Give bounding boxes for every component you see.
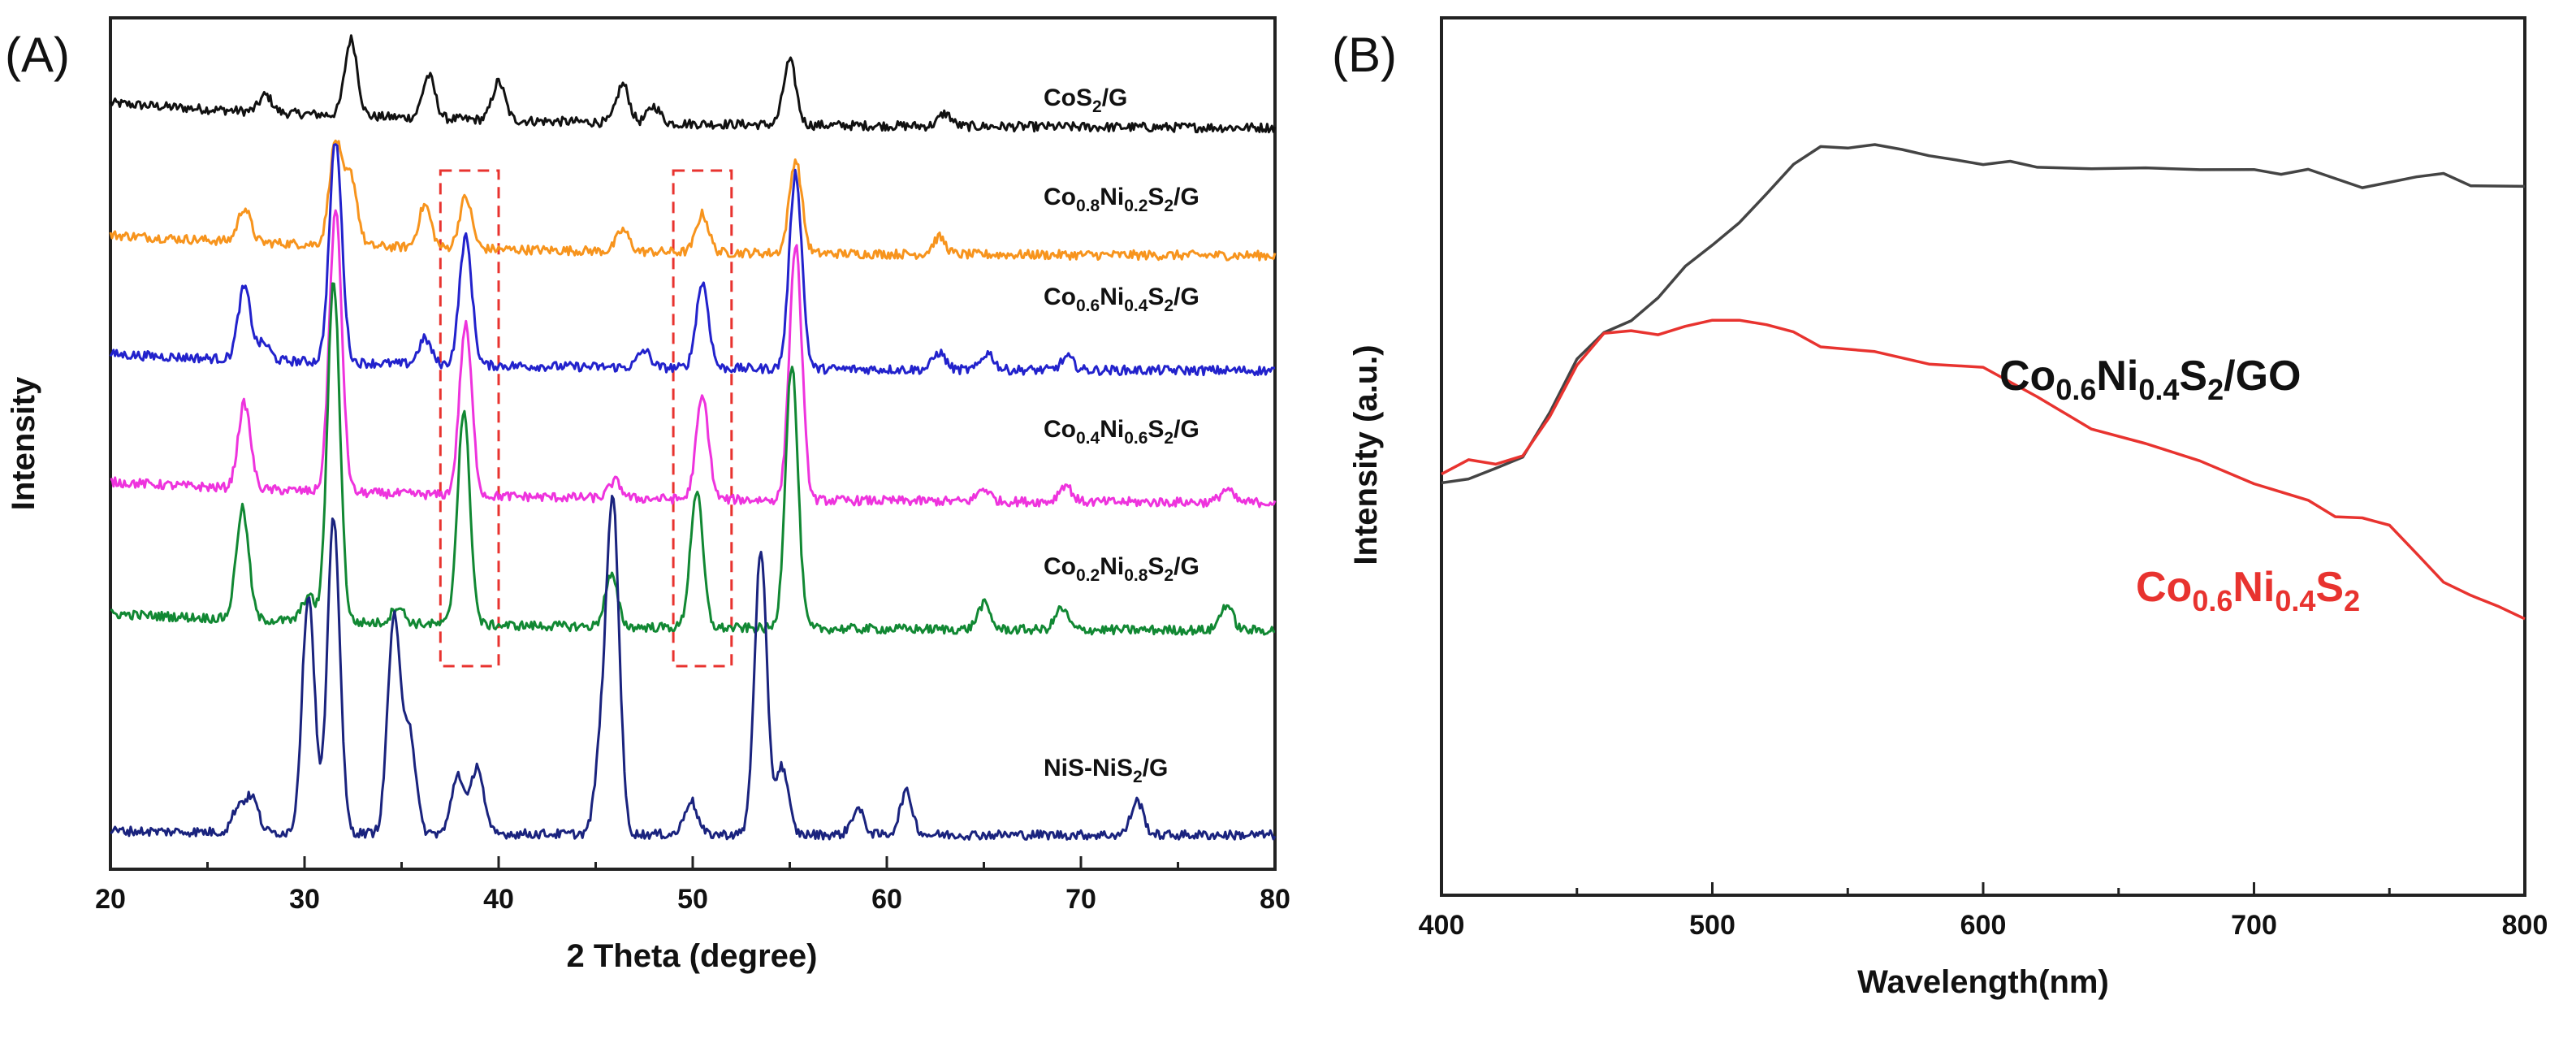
x-tick-label-b: 500 <box>1689 910 1735 941</box>
x-tick-label-a: 40 <box>483 884 514 915</box>
series-line-a-5 <box>110 282 1276 636</box>
x-tick-label-b: 700 <box>2231 910 2277 941</box>
highlight-box-1 <box>439 169 500 668</box>
series-line-b-2 <box>1441 318 2526 621</box>
x-tick-label-a: 30 <box>289 884 320 915</box>
series-line-a-1 <box>109 34 1277 134</box>
series-line-a-2 <box>109 139 1277 262</box>
series-label-a-3: Co0.6Ni0.4S2/G <box>1044 284 1199 315</box>
y-axis-title-b: Intensity (a.u.) <box>1348 344 1384 565</box>
series-label-b-1: Co0.6Ni0.4S2/GO <box>1999 353 2301 406</box>
panel-label-a: (A) <box>5 28 70 82</box>
x-tick-label-a: 50 <box>677 884 708 915</box>
x-tick-label-a: 80 <box>1260 884 1290 915</box>
x-tick-label-a: 60 <box>871 884 902 915</box>
series-label-b-2: Co0.6Ni0.4S2 <box>2136 564 2360 617</box>
plot-area-b: 400 500 600 700 800 Co0.6Ni0.4S2/GO Co0.6Ni0.4… <box>1419 143 2548 941</box>
x-tick-label-b: 800 <box>2502 910 2548 941</box>
x-axis-title-b: Wavelength(nm) <box>1857 964 2109 1000</box>
series-label-a-1: CoS2/G <box>1044 84 1127 116</box>
panel-label-b: (B) <box>1332 28 1397 82</box>
series-label-a-5: Co0.2Ni0.8S2/G <box>1044 553 1199 585</box>
series-line-a-6 <box>110 495 1277 841</box>
x-axis-title-a: 2 Theta (degree) <box>567 938 818 974</box>
plot-frame-a <box>109 16 1277 871</box>
series-label-a-6: NiS-NiS2/G <box>1044 755 1168 786</box>
x-tick-label-b: 400 <box>1419 910 1465 941</box>
plot-area-a: 20 30 40 50 60 70 80 CoS2/G Co0.8Ni0.2S2/G Co0.6N… <box>95 34 1290 915</box>
x-tick-label-a: 70 <box>1065 884 1096 915</box>
x-tick-label-a: 20 <box>95 884 126 915</box>
series-label-a-2: Co0.8Ni0.2S2/G <box>1044 184 1199 215</box>
highlight-box-2 <box>672 169 733 668</box>
series-line-b-1 <box>1441 143 2526 485</box>
series-line-a-3 <box>109 143 1276 377</box>
series-line-a-4 <box>110 209 1277 509</box>
x-tick-label-b: 600 <box>1960 910 2007 941</box>
series-label-a-4: Co0.4Ni0.6S2/G <box>1044 416 1199 448</box>
plot-frame-b <box>1440 16 2526 897</box>
y-axis-title-a: Intensity <box>6 376 41 510</box>
